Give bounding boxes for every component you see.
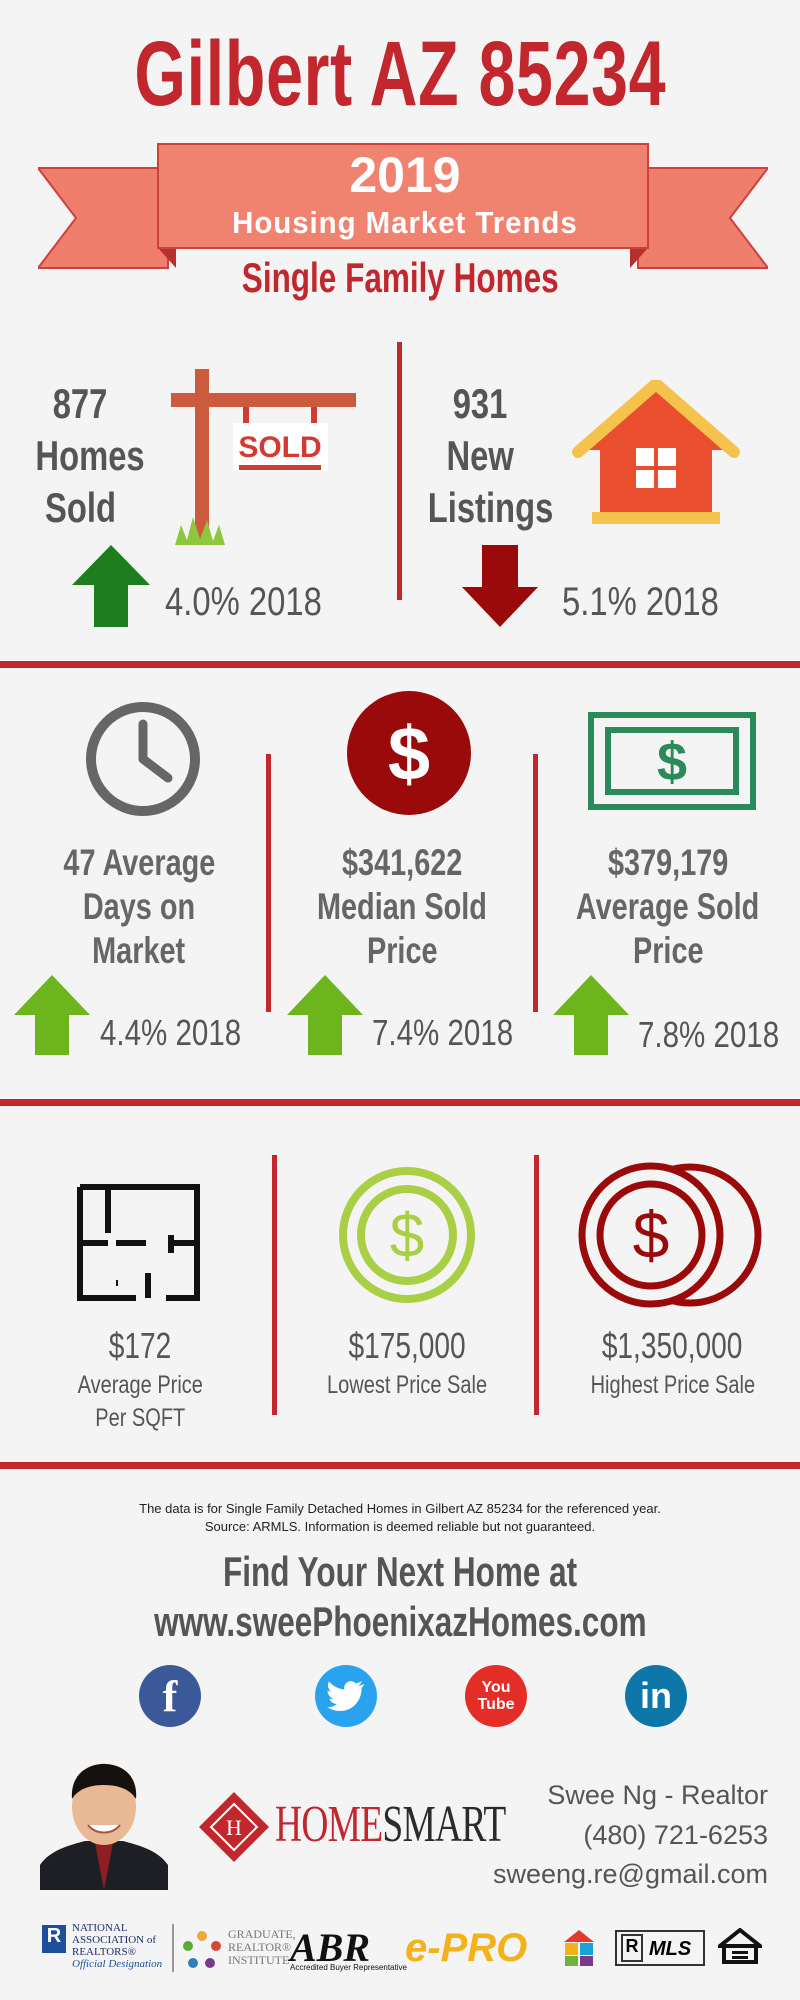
average-price-stat: $379,179 Average Sold Price xyxy=(576,842,760,971)
sold-sign-icon: SOLD xyxy=(171,369,356,545)
nar-logo: NATIONAL ASSOCIATION of REALTORS® Offici… xyxy=(72,1922,163,1970)
days-change: 4.4% 2018 xyxy=(100,1012,242,1053)
dollar-circle-icon: $ xyxy=(347,691,471,815)
cta-line1: Find Your Next Home at xyxy=(222,1548,578,1595)
divider xyxy=(266,754,271,1012)
homesmart-logo-icon: H xyxy=(199,1792,269,1862)
lowest-price-label: Lowest Price Sale xyxy=(327,1371,488,1399)
disclaimer: The data is for Single Family Detached H… xyxy=(139,1501,661,1534)
ribbon-banner xyxy=(38,143,768,269)
arrow-up-icon xyxy=(553,975,629,1055)
website-link[interactable]: www.sweePhoenixazHomes.com xyxy=(153,1598,647,1645)
page-title: Gilbert AZ 85234 xyxy=(134,23,666,125)
svg-text:$: $ xyxy=(633,1198,670,1272)
arrow-up-icon xyxy=(14,975,90,1055)
mls-logo: R MLS xyxy=(615,1930,705,1966)
lowest-price-value: $175,000 xyxy=(348,1325,467,1366)
svg-text:$: $ xyxy=(388,712,430,797)
svg-text:H: H xyxy=(226,1815,242,1840)
price-per-sqft-value: $172 xyxy=(108,1325,172,1366)
homes-sold-number: 877 xyxy=(52,380,108,427)
divider xyxy=(172,1924,174,1972)
arrow-down-icon xyxy=(462,545,538,627)
divider xyxy=(397,342,402,600)
svg-text:$: $ xyxy=(657,732,687,792)
divider xyxy=(272,1155,277,1415)
sold-sign-text: SOLD xyxy=(238,431,321,464)
section-divider xyxy=(0,1099,800,1106)
new-listings-line1: New xyxy=(446,432,514,479)
diversity-icon xyxy=(564,1930,594,1966)
average-change: 7.8% 2018 xyxy=(638,1014,780,1055)
divider xyxy=(533,754,538,1012)
arrow-up-icon xyxy=(287,975,363,1055)
equal-housing-icon xyxy=(718,1928,762,1964)
homes-sold-change: 4.0% 2018 xyxy=(165,580,322,624)
new-listings-stat: 931 New Listings xyxy=(410,378,554,534)
contact-phone[interactable]: (480) 721-6253 xyxy=(583,1820,768,1850)
twitter-icon[interactable] xyxy=(315,1665,377,1727)
median-change: 7.4% 2018 xyxy=(372,1012,514,1053)
highest-price-label: Highest Price Sale xyxy=(590,1371,755,1399)
divider xyxy=(534,1155,539,1415)
abr-sub: Accredited Buyer Representative xyxy=(290,1963,407,1972)
ribbon-year: 2019 xyxy=(349,147,461,203)
banknote-icon: $ xyxy=(588,712,756,810)
house-icon xyxy=(572,380,740,524)
homes-sold-line2: Sold xyxy=(44,484,116,531)
linkedin-icon[interactable]: in xyxy=(625,1665,687,1727)
abr-logo: ABR xyxy=(290,1925,371,1970)
contact-name: Swee Ng - Realtor xyxy=(547,1780,768,1810)
realtor-r-icon: R xyxy=(42,1925,66,1953)
epro-logo: e-PRO xyxy=(405,1926,528,1970)
arrow-up-icon xyxy=(72,545,150,627)
gri-star-icon xyxy=(183,1931,221,1968)
section-divider xyxy=(0,661,800,668)
homesmart-logo: HOMESMART xyxy=(275,1796,506,1853)
gri-logo: GRADUATE, REALTOR® INSTITUTE xyxy=(228,1927,296,1967)
subtitle: Single Family Homes xyxy=(241,254,559,301)
section-divider xyxy=(0,1462,800,1469)
svg-text:$: $ xyxy=(390,1202,424,1271)
youtube-icon[interactable]: You Tube xyxy=(465,1665,527,1727)
facebook-icon[interactable]: f xyxy=(139,1665,201,1727)
floorplan-icon xyxy=(77,1184,200,1301)
new-listings-change: 5.1% 2018 xyxy=(562,580,719,624)
price-per-sqft-label: Average Price Per SQFT xyxy=(77,1371,203,1432)
new-listings-line2: Listings xyxy=(427,484,554,531)
median-price-stat: $341,622 Median Sold Price xyxy=(317,842,487,971)
avatar xyxy=(40,1755,168,1890)
coins-stack-icon: $ xyxy=(578,1162,762,1308)
ribbon-subtitle: Housing Market Trends xyxy=(232,205,578,240)
highest-price-value: $1,350,000 xyxy=(602,1325,743,1366)
homes-sold-stat: 877 Homes Sold xyxy=(20,378,144,534)
contact-email[interactable]: sweeng.re@gmail.com xyxy=(492,1859,768,1889)
clock-icon xyxy=(86,702,200,816)
days-on-market-stat: 47 Average Days on Market xyxy=(63,842,215,971)
homes-sold-line1: Homes xyxy=(35,432,145,479)
coin-icon: $ xyxy=(339,1167,475,1303)
new-listings-number: 931 xyxy=(452,380,508,427)
